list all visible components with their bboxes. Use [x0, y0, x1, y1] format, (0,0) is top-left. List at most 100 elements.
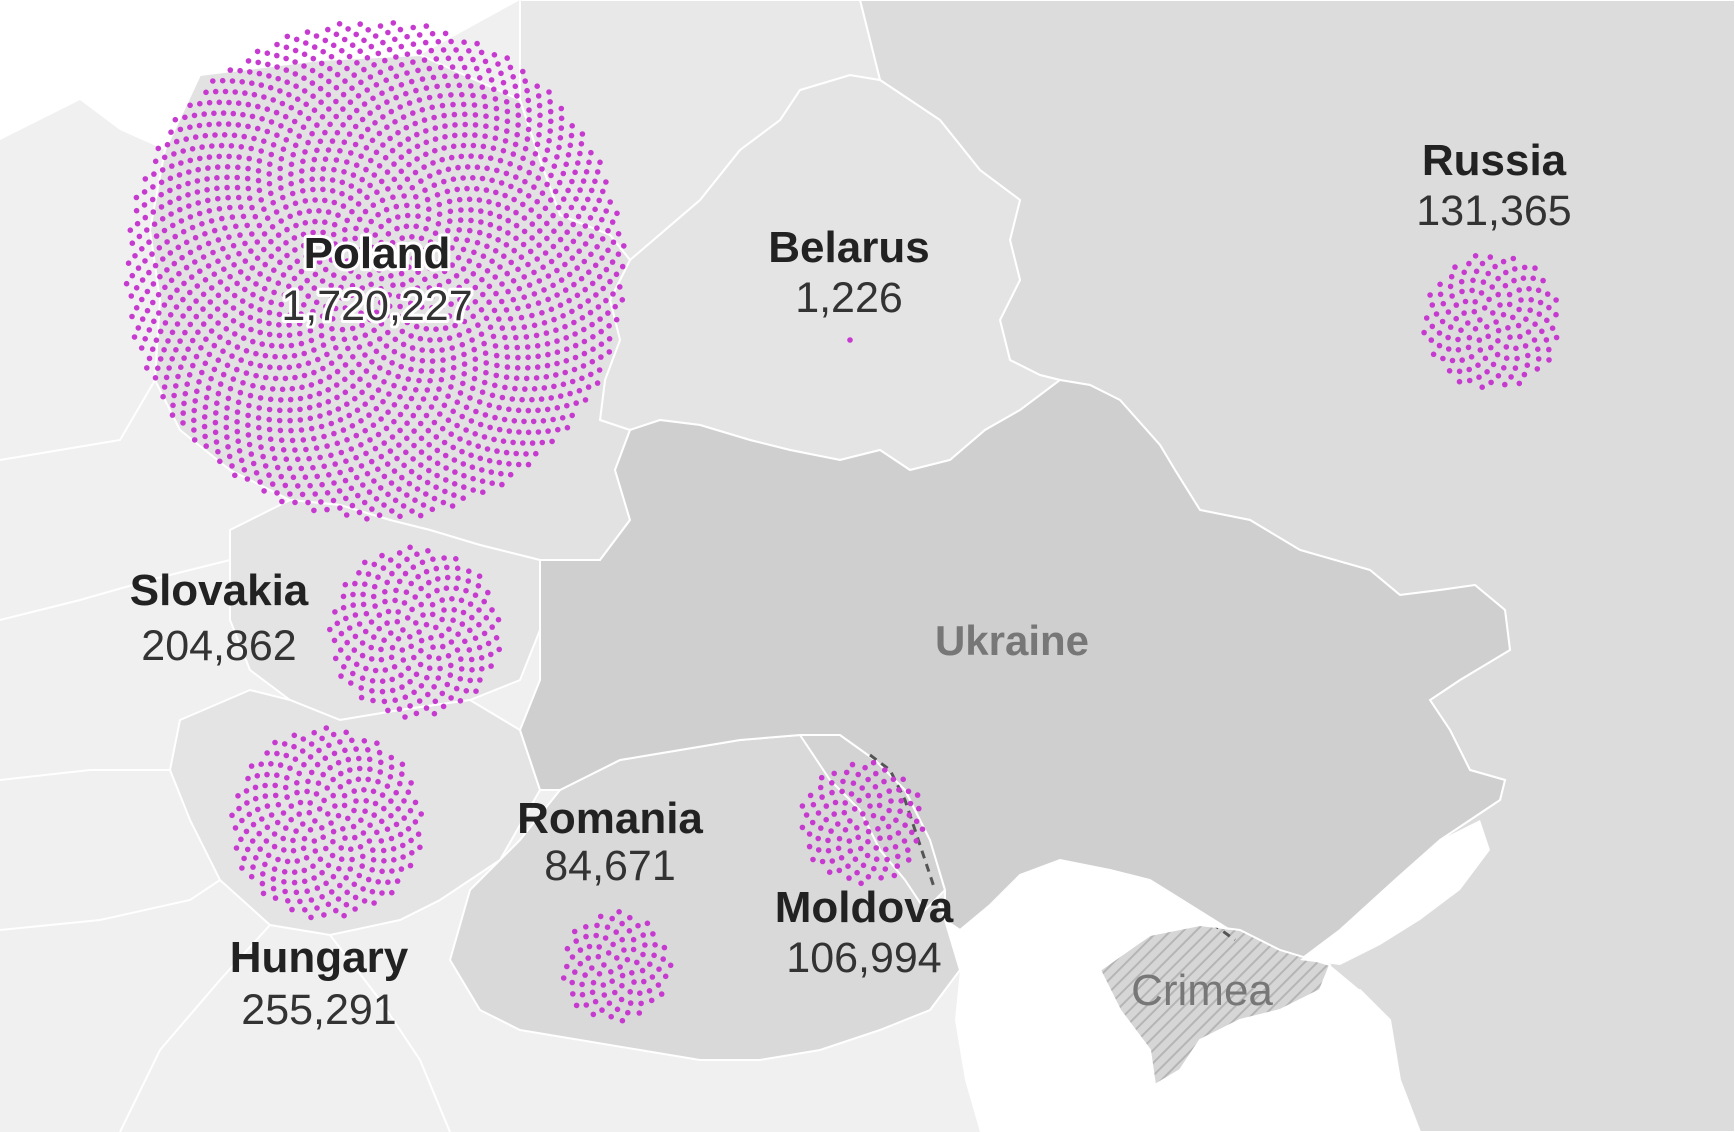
dot-poland — [441, 402, 448, 409]
dot-moldova — [815, 835, 821, 842]
dot-slovakia — [401, 600, 408, 606]
dot-poland — [401, 462, 407, 469]
dot-russia — [1540, 277, 1546, 284]
dot-poland — [494, 167, 500, 174]
dot-russia — [1459, 357, 1465, 363]
dot-slovakia — [493, 635, 500, 641]
dot-russia — [1445, 309, 1452, 315]
dot-poland — [300, 158, 306, 165]
dot-poland — [286, 283, 292, 290]
dot-poland — [356, 509, 363, 516]
dot-poland — [461, 371, 468, 377]
dot-poland — [342, 389, 349, 396]
dot-slovakia — [411, 654, 417, 661]
dot-poland — [544, 235, 550, 242]
dot-poland — [255, 59, 261, 66]
dot-poland — [309, 130, 315, 137]
dot-poland — [532, 151, 539, 157]
dot-poland — [350, 172, 357, 178]
dot-poland — [195, 329, 201, 336]
dot-poland — [386, 391, 392, 397]
dot-moldova — [850, 780, 857, 786]
dot-slovakia — [353, 661, 360, 668]
dot-poland — [447, 218, 453, 224]
dot-moldova — [882, 767, 888, 773]
dot-poland — [399, 328, 406, 335]
dot-russia — [1524, 362, 1531, 369]
dot-poland — [365, 303, 372, 310]
dot-poland — [416, 377, 422, 384]
dot-russia — [1546, 304, 1552, 311]
dot-russia — [1437, 291, 1444, 298]
dot-poland — [500, 438, 507, 445]
sea-of-azov — [1300, 820, 1490, 965]
dot-poland — [233, 223, 239, 230]
dot-poland — [560, 313, 566, 319]
dot-russia — [1445, 334, 1451, 341]
dot-russia — [1475, 362, 1481, 369]
dot-poland — [146, 239, 152, 245]
dot-romania — [564, 963, 570, 970]
dot-slovakia — [437, 665, 443, 672]
dot-moldova — [890, 776, 897, 783]
dot-poland — [267, 161, 273, 167]
dot-poland — [361, 66, 367, 73]
dot-romania — [656, 966, 662, 972]
region-label-crimea: Crimea — [1131, 966, 1273, 1015]
dot-poland — [475, 443, 482, 450]
dot-poland — [461, 39, 467, 45]
dot-poland — [436, 169, 442, 175]
dot-poland — [526, 169, 532, 176]
dot-slovakia — [496, 646, 503, 653]
dot-poland — [245, 101, 252, 108]
dot-poland — [197, 100, 203, 107]
dot-poland — [371, 478, 377, 484]
dot-poland — [197, 268, 203, 275]
dot-russia — [1476, 374, 1482, 381]
dot-poland — [547, 99, 553, 105]
dot-poland — [297, 109, 303, 116]
dot-hungary — [409, 850, 415, 856]
dot-hungary — [342, 835, 348, 841]
dot-poland — [298, 465, 305, 472]
dot-hungary — [284, 794, 290, 800]
dot-hungary — [338, 845, 345, 851]
dot-poland — [551, 383, 557, 390]
dot-moldova — [865, 776, 871, 783]
dot-poland — [263, 374, 269, 381]
dot-poland — [262, 463, 269, 469]
dot-poland — [339, 179, 346, 186]
dot-poland — [256, 434, 263, 441]
dot-slovakia — [423, 621, 430, 628]
dot-poland — [226, 153, 232, 160]
dot-poland — [529, 221, 536, 227]
dot-hungary — [376, 749, 383, 756]
dot-poland — [619, 297, 626, 303]
dot-poland — [142, 336, 148, 342]
dot-poland — [279, 386, 286, 393]
dot-poland — [133, 285, 140, 291]
dot-hungary — [312, 818, 318, 824]
dot-poland — [189, 337, 196, 344]
dot-poland — [364, 470, 371, 477]
dot-poland — [348, 183, 355, 189]
dot-poland — [504, 205, 511, 211]
dot-poland — [283, 44, 290, 51]
dot-poland — [349, 282, 356, 289]
dot-poland — [216, 206, 223, 212]
dot-poland — [317, 413, 323, 419]
dot-slovakia — [400, 627, 406, 633]
dot-russia — [1487, 254, 1494, 260]
dot-poland — [481, 93, 488, 100]
dot-hungary — [345, 756, 352, 763]
dot-poland — [194, 283, 201, 289]
dot-poland — [200, 321, 207, 327]
dot-poland — [437, 315, 443, 321]
dot-moldova — [858, 845, 864, 852]
dot-poland — [280, 146, 287, 152]
dot-poland — [393, 54, 399, 60]
dot-hungary — [325, 811, 331, 817]
dot-poland — [477, 229, 483, 236]
dot-poland — [411, 442, 417, 449]
dot-poland — [452, 132, 458, 139]
